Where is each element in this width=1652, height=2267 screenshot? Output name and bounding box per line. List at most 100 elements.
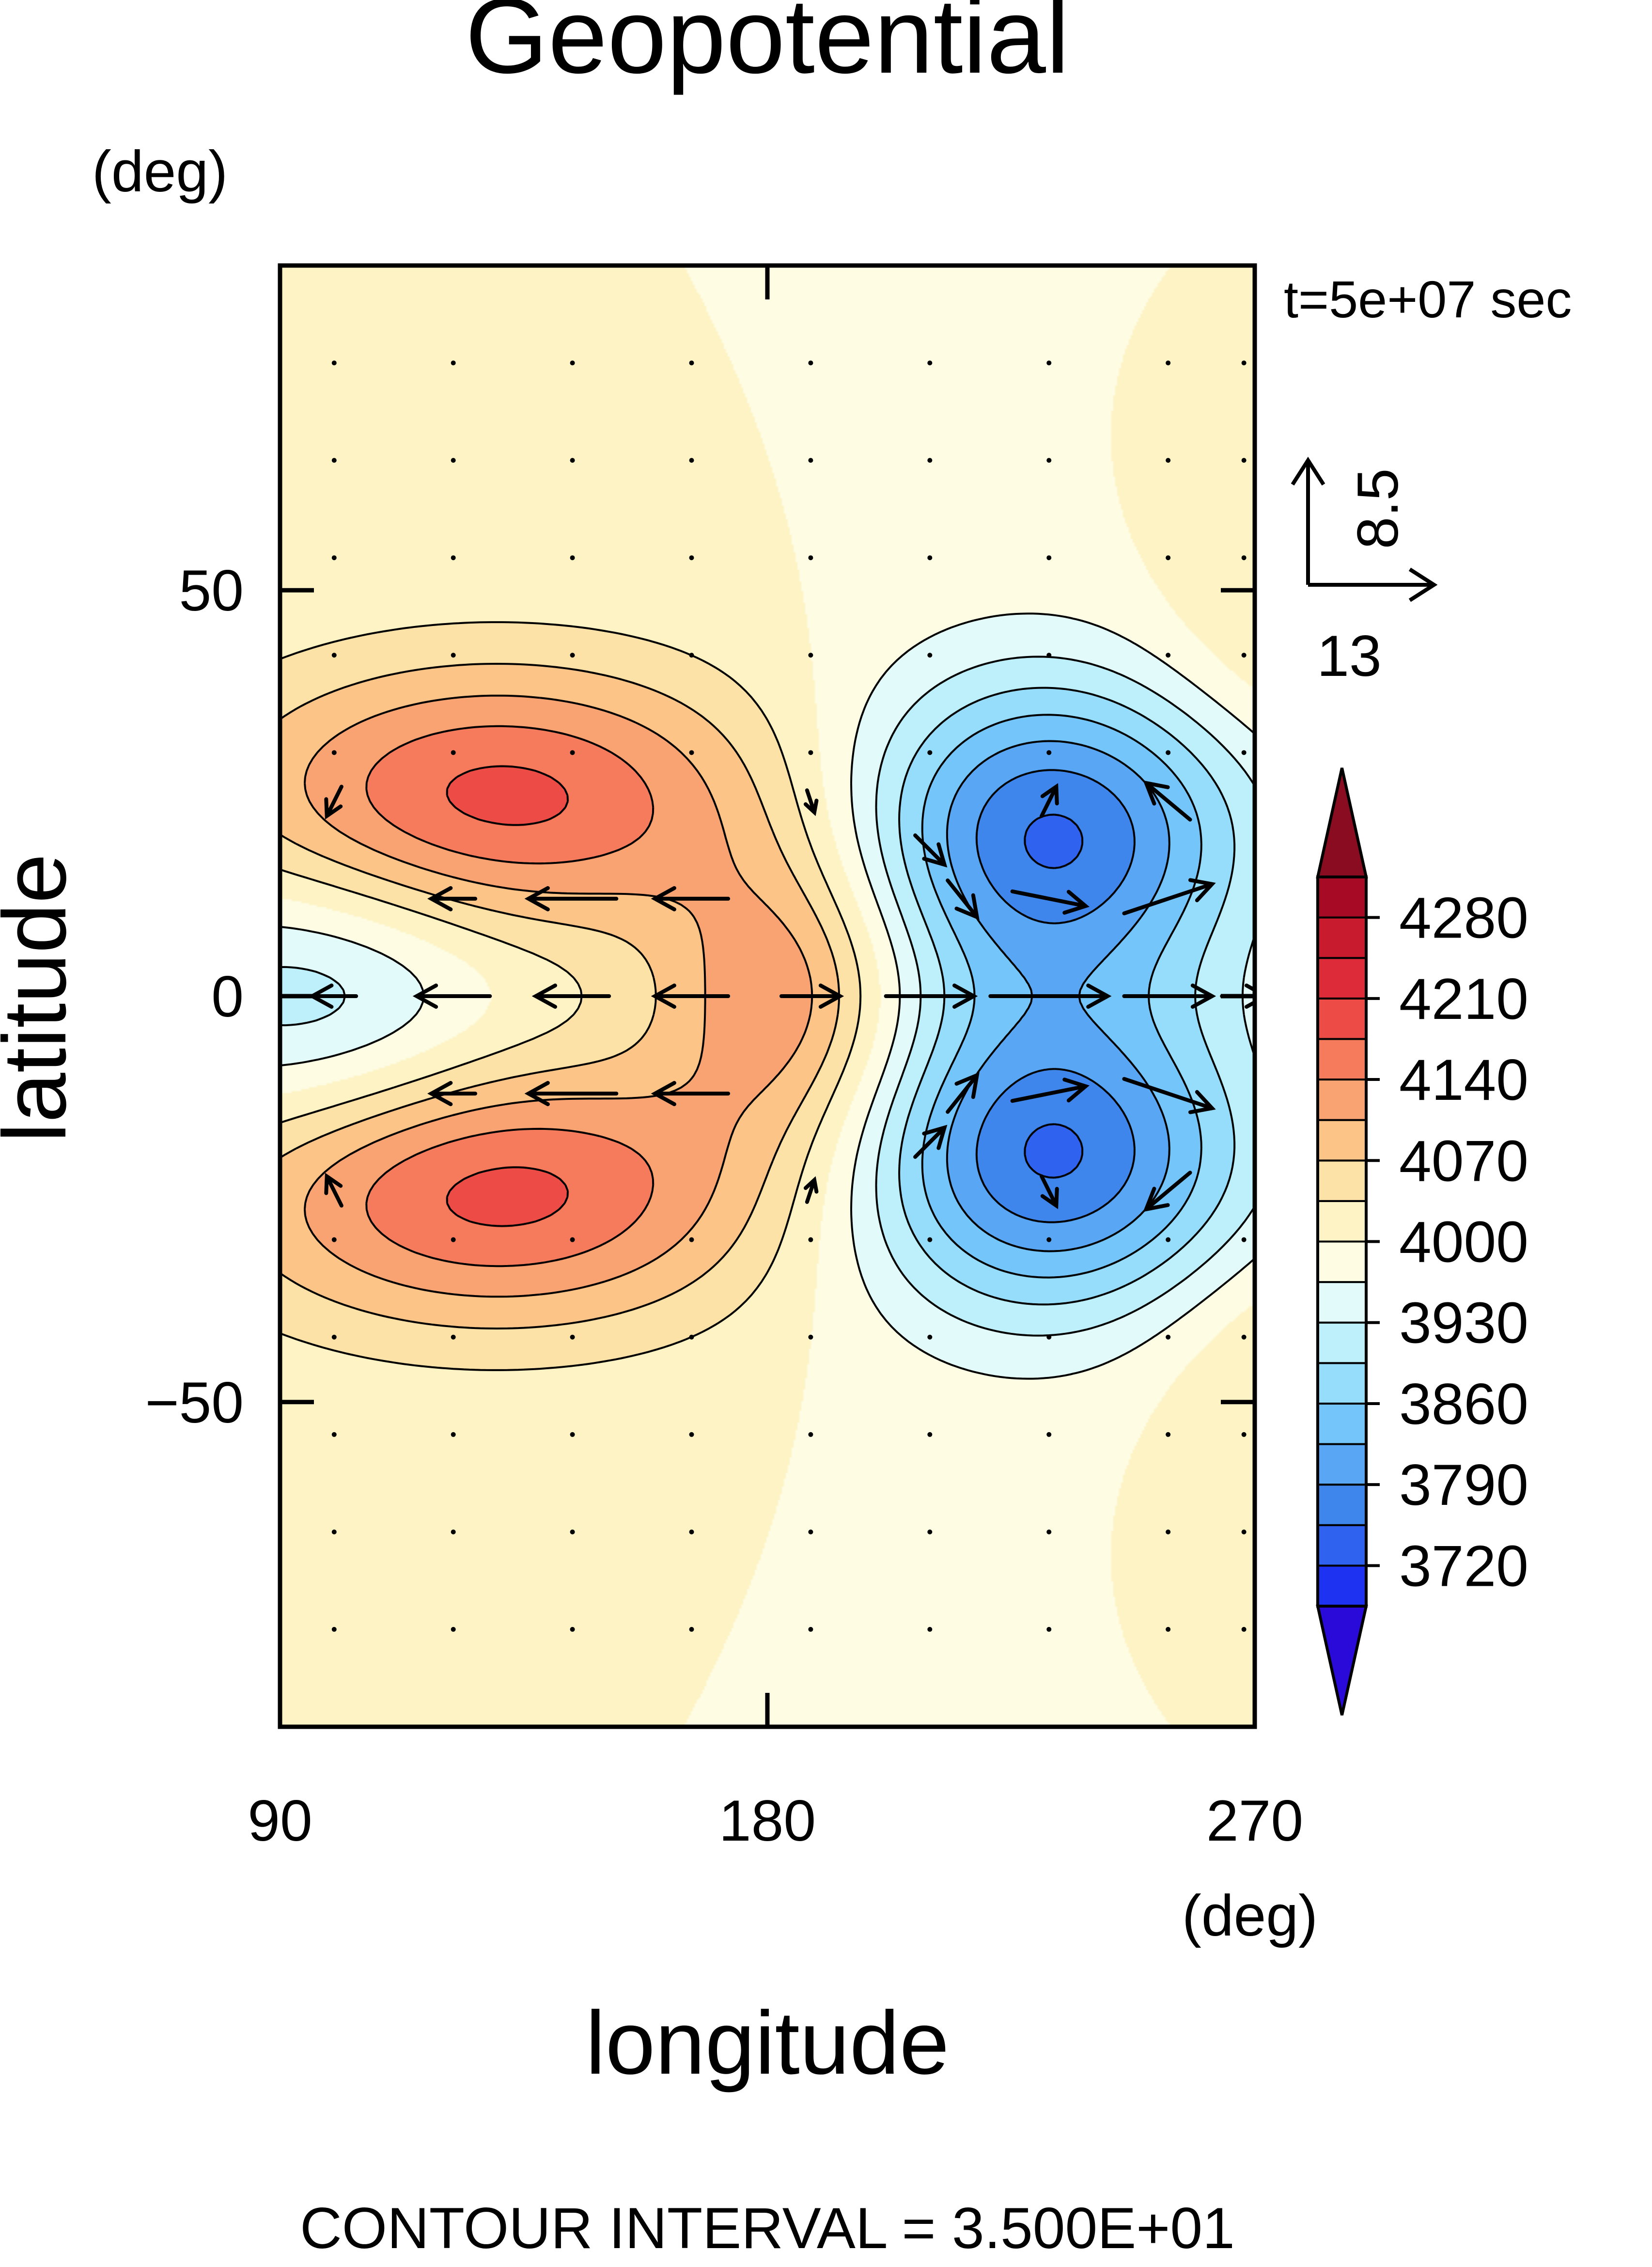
grid-dot [331,360,337,366]
wind-vector [884,984,978,1009]
wind-vector [1040,1174,1059,1209]
grid-dot [331,750,337,755]
grid-dot [451,1334,456,1340]
grid-dot [927,1626,933,1632]
colorbar-segment [1317,1079,1367,1121]
grid-dot [689,458,694,463]
grid-dot [1166,1334,1171,1340]
grid-dot [1046,653,1052,658]
grid-dot [1241,1432,1247,1437]
grid-dot [808,458,813,463]
grid-dot [927,1334,933,1340]
x-tick-labels: 90 180 270 [248,1788,1303,1853]
wind-vector [1143,780,1192,822]
grid-dot [927,750,933,755]
grid-dot [331,653,337,658]
wind-vector [524,886,619,911]
grid-dot [451,1529,456,1534]
grid-dot [689,555,694,561]
grid-dot [331,1237,337,1242]
contour-line [280,656,1255,1337]
grid-dot [1241,1529,1247,1534]
x-tick-label: 270 [1206,1788,1303,1853]
colorbar-segment [1317,1281,1367,1324]
vector-legend-u-label: 13 [1317,624,1381,688]
grid-dot [1046,1334,1052,1340]
colorbar-segment [1317,1362,1367,1405]
colorbar-segment [1317,876,1367,919]
grid-dot [927,1432,933,1437]
colorbar: 4280 4210 4140 4070 4000 3930 3860 3790 3720 [1316,767,1528,1716]
wind-vector [803,1176,819,1204]
chart-title: Geopotential [465,0,1070,95]
grid-dot [1046,360,1052,366]
colorbar-label: 4000 [1399,1210,1528,1275]
grid-dot [570,360,575,366]
colorbar-label: 3790 [1399,1453,1528,1517]
colorbar-segment [1317,1443,1367,1486]
colorbar-segment [1317,957,1367,1000]
colorbar-segments [1316,767,1368,1716]
wind-vector [524,1081,619,1107]
grid-dot [331,1432,337,1437]
grid-dot [1166,458,1171,463]
colorbar-label: 3930 [1399,1291,1528,1356]
wind-vector [988,984,1112,1009]
wind-vector [427,1081,478,1107]
colorbar-label: 4140 [1399,1048,1528,1112]
grid-dot [451,750,456,755]
grid-dot [570,653,575,658]
colorbar-segment [1317,1321,1367,1364]
wind-vector [779,984,844,1009]
contour-line [304,694,813,1298]
grid-dot [808,1626,813,1632]
grid-dot [1046,750,1052,755]
y-tick-label: 50 [179,558,244,623]
grid-dot [570,458,575,463]
wind-vector [803,788,819,816]
grid-dot [689,750,694,755]
grid-dot [689,1626,694,1632]
grid-dot [1166,555,1171,561]
grid-dot [927,653,933,658]
colorbar-segment [1317,1524,1367,1567]
grid-dots [331,360,1247,1632]
colorbar-segment [1317,997,1367,1040]
grid-dot [689,1432,694,1437]
colorbar-label: 4280 [1399,886,1528,951]
grid-dot [1241,555,1247,561]
grid-dot [451,360,456,366]
contour-line [365,725,655,1267]
grid-dot [1241,1334,1247,1340]
grid-dot [927,555,933,561]
wind-vector [1040,783,1059,818]
grid-dot [689,1529,694,1534]
grid-dot [1241,360,1247,366]
wind-vector [913,833,948,868]
wind-vector [1122,984,1216,1009]
contour-line [921,714,1202,1279]
grid-dot [1046,458,1052,463]
grid-dot [808,653,813,658]
y-axis-units: (deg) [92,139,228,204]
grid-dot [331,1334,337,1340]
wind-vector [651,1081,731,1107]
grid-dot [927,458,933,463]
wind-vector [1010,889,1090,915]
grid-dot [1166,360,1171,366]
grid-dot [1241,653,1247,658]
grid-dot [927,360,933,366]
colorbar-segment [1317,916,1367,959]
grid-dot [570,750,575,755]
grid-dot [331,1529,337,1534]
grid-dot [451,653,456,658]
wind-vector [427,886,478,911]
x-tick-label: 180 [719,1788,816,1853]
wind-vector [324,1173,343,1208]
grid-dot [570,1529,575,1534]
grid-dot [808,360,813,366]
wind-vector [412,984,492,1009]
x-axis-label: longitude [586,1993,950,2093]
axis-ticks [278,266,1257,1727]
